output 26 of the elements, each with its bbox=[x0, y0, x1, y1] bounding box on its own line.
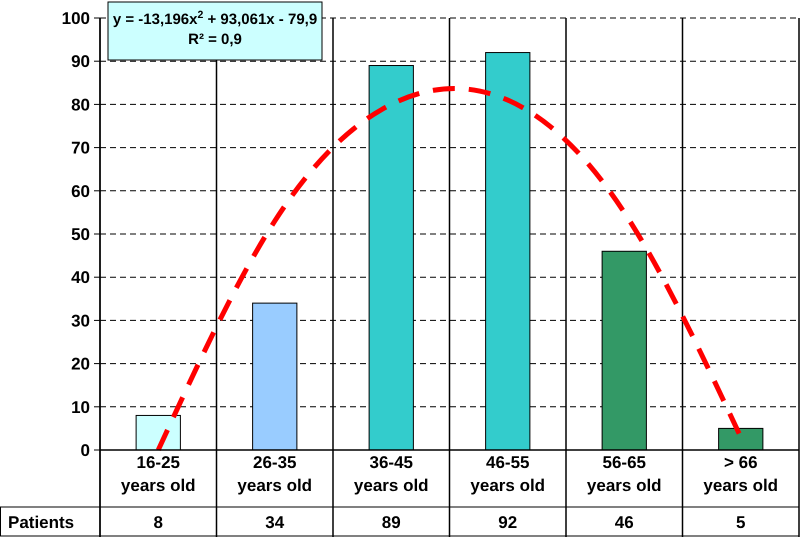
y-tick-label: 0 bbox=[80, 440, 90, 460]
y-tick-label: 20 bbox=[71, 354, 90, 374]
data-label: 92 bbox=[498, 512, 518, 532]
data-label: 5 bbox=[736, 512, 746, 532]
data-label: 46 bbox=[614, 512, 634, 532]
data-label: 8 bbox=[154, 512, 163, 532]
annotation: R² = 0,9 bbox=[188, 31, 242, 48]
x-tick-label: 56-65 years old bbox=[586, 453, 662, 495]
x-tick-label: 46-55 years old bbox=[470, 453, 546, 495]
y-tick-label: 70 bbox=[71, 138, 90, 158]
x-tick-label: > 66 years old bbox=[703, 453, 778, 495]
legend-label: Patients bbox=[8, 512, 74, 532]
x-tick-label: 36-45 years old bbox=[354, 453, 429, 495]
annotation: y = -13,196x$^{2}$ + 93,061x - 79,9 bbox=[112, 9, 318, 28]
y-tick-label: 80 bbox=[71, 95, 90, 114]
y-tick-label: 40 bbox=[71, 268, 90, 288]
y-tick-label: 90 bbox=[71, 52, 90, 72]
x-tick-label: 26-35 years old bbox=[237, 453, 312, 495]
data-label: 89 bbox=[382, 512, 401, 532]
y-tick-label: 60 bbox=[71, 182, 90, 201]
y-tick-label: 100 bbox=[62, 8, 90, 28]
data-label: 34 bbox=[265, 512, 285, 532]
y-tick-label: 50 bbox=[71, 224, 90, 244]
x-tick-label: 16-25 years old bbox=[120, 453, 196, 495]
y-tick-label: 30 bbox=[71, 311, 90, 330]
y-tick-label: 10 bbox=[71, 398, 90, 417]
